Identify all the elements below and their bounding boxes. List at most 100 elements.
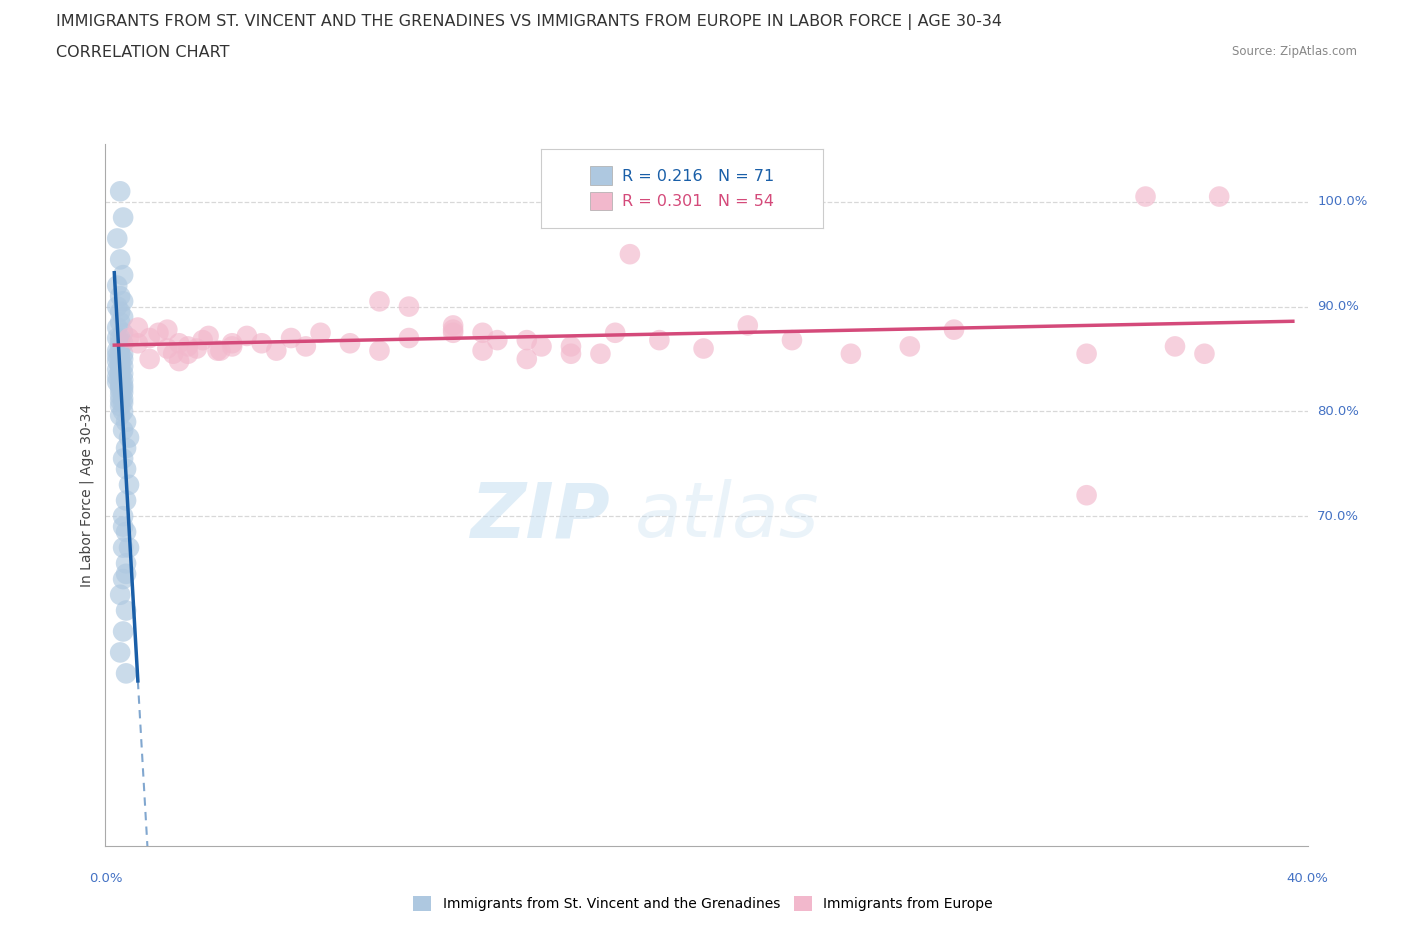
Point [186,341,208,356]
Point [605,326,627,340]
Point [177,339,200,353]
Text: 100.0%: 100.0% [1317,195,1368,208]
Point [118,477,141,492]
Point [108,184,131,199]
Point [441,326,464,340]
Point [112,624,135,639]
Point [156,341,179,356]
Point [138,352,160,366]
Point [236,328,259,343]
Point [108,388,131,403]
Point [780,333,803,348]
Point [177,346,200,361]
Point [1135,189,1157,204]
Point [108,341,131,356]
Point [619,246,641,261]
Point [108,399,131,414]
Point [516,333,538,348]
Point [127,320,149,335]
Point [221,339,243,353]
Point [108,645,131,660]
Point [112,404,135,418]
Point [108,377,131,392]
Point [138,330,160,345]
Point [167,353,190,368]
Point [105,353,128,368]
Point [167,336,190,351]
Point [839,346,862,361]
Point [108,379,131,394]
Point [127,336,149,351]
Point [560,339,582,353]
Point [115,556,138,571]
Text: 0.0%: 0.0% [89,871,122,884]
Point [441,322,464,337]
Point [108,370,131,385]
Point [112,572,135,587]
Point [112,352,135,366]
Point [112,423,135,438]
Point [1076,346,1098,361]
Point [108,588,131,603]
Point [108,383,131,398]
Point [115,566,138,581]
Point [1194,346,1216,361]
Point [112,395,135,410]
Point [112,373,135,388]
Point [471,326,494,340]
Text: 40.0%: 40.0% [1286,871,1329,884]
Point [280,330,302,345]
Point [266,343,288,358]
Text: atlas: atlas [634,479,818,553]
Point [368,343,391,358]
Point [108,315,131,330]
Point [294,339,316,353]
Point [105,375,128,390]
Point [112,392,135,406]
Point [471,343,494,358]
Point [530,339,553,353]
Point [486,333,509,348]
Point [1208,189,1230,204]
Point [692,341,714,356]
Point [108,304,131,319]
Point [191,333,214,348]
Point [589,346,612,361]
Point [112,346,135,361]
Point [105,231,128,246]
Text: 90.0%: 90.0% [1317,300,1360,313]
Point [108,357,131,372]
Point [108,365,131,379]
Point [118,431,141,445]
Point [112,509,135,524]
Point [148,326,170,340]
Point [560,346,582,361]
Point [105,349,128,364]
Point [112,385,135,400]
Point [115,461,138,476]
Point [112,381,135,396]
Point [105,330,128,345]
Point [1076,487,1098,502]
Point [105,320,128,335]
Point [115,525,138,539]
Point [108,336,131,351]
Point [737,318,759,333]
Point [112,540,135,555]
Point [112,268,135,283]
Point [115,493,138,508]
Point [108,252,131,267]
Point [398,299,420,314]
Point [108,408,131,423]
Point [339,336,361,351]
Point [108,352,131,366]
Point [648,333,671,348]
Point [115,441,138,456]
Point [112,310,135,325]
Point [105,369,128,384]
Point [112,294,135,309]
Point [162,346,184,361]
Point [115,603,138,618]
Point [1164,339,1187,353]
Point [209,343,232,358]
